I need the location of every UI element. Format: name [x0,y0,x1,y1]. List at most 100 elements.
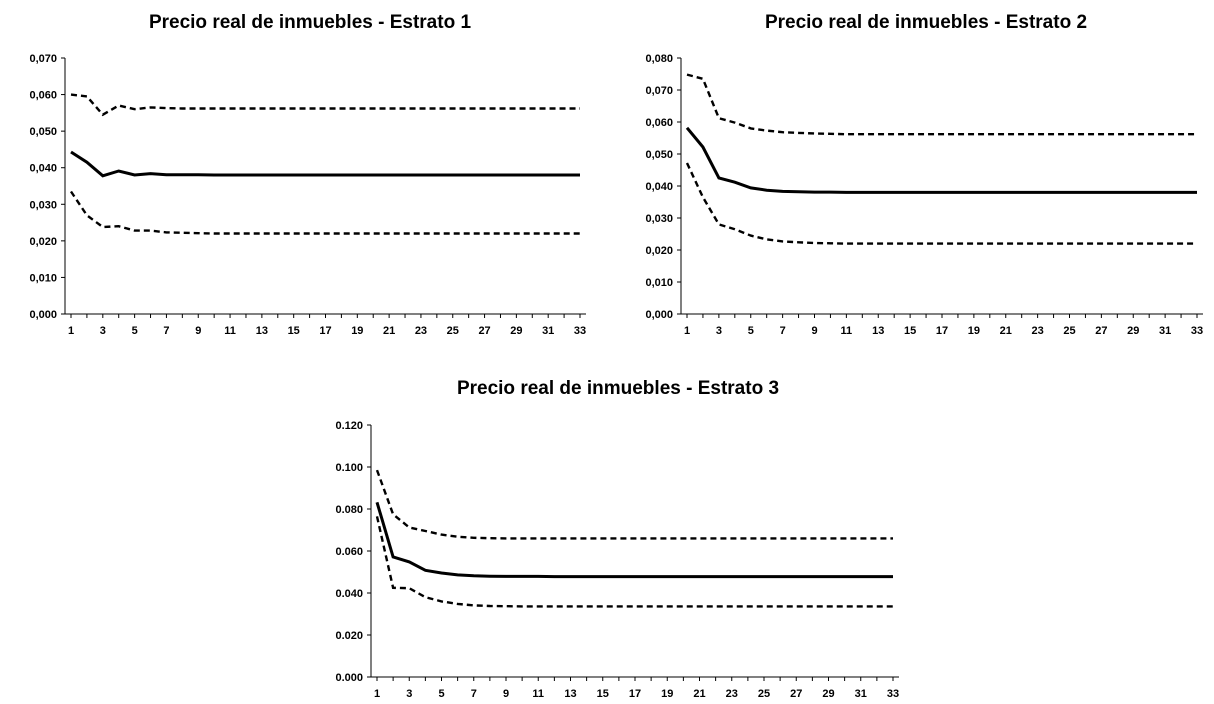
chart-panel-estrato-2: Precio real de inmuebles - Estrato 2 0,0… [645,12,1203,337]
x-tick-label: 11 [841,325,853,337]
y-tick-label: 0.100 [335,462,363,474]
y-tick-labels: 0,000 0,010 0,020 0,030 0,040 0,050 0,060 0,070… [645,53,673,321]
series-line-lower-band [70,190,580,235]
x-tick-label: 21 [693,688,705,700]
y-tick-label: 0,030 [29,199,57,211]
y-tick-label: 0.000 [335,672,363,684]
x-tick-labels: 1 3 5 7 9 11 13 15 17 19 21 23 25 27 29 31 33 [374,688,899,700]
chart-panel-estrato-1: Precio real de inmuebles - Estrato 1 0,0… [29,12,586,337]
axes [677,57,1203,318]
x-tick-label: 17 [936,325,948,337]
x-tick-label: 15 [904,325,916,337]
x-tick-label: 15 [288,325,300,337]
x-tick-label: 27 [478,325,490,337]
series-line-estimate [70,150,580,178]
x-tick-label: 31 [542,325,554,337]
chart-panel-estrato-3: Precio real de inmuebles - Estrato 3 0.0… [335,378,899,700]
x-tick-label: 33 [574,325,586,337]
x-tick-label: 17 [319,325,331,337]
x-tick-label: 5 [748,325,754,337]
x-tick-label: 31 [1159,325,1171,337]
y-tick-labels: 0.000 0.020 0.040 0.060 0.080 0.100 0.120 [335,420,363,684]
y-tick-label: 0,050 [29,126,57,138]
y-tick-label: 0,000 [645,309,673,321]
series-line-lower-band [375,516,893,608]
x-tick-label: 3 [100,325,106,337]
series-group [685,73,1197,245]
series-line-upper-band [686,73,1197,136]
series-line-upper-band [375,469,893,540]
y-tick-label: 0,060 [29,90,57,102]
y-tick-label: 0,040 [645,181,673,193]
x-tick-label: 13 [564,688,576,700]
series-line-estimate [685,126,1197,194]
y-tick-label: 0.120 [335,420,363,432]
x-tick-label: 25 [1063,325,1075,337]
x-tick-labels: 1 3 5 7 9 11 13 15 17 19 21 23 25 27 29 31 33 [684,325,1203,337]
series-line-lower-band [685,162,1197,245]
x-tick-label: 21 [1000,325,1012,337]
y-tick-label: 0,020 [29,236,57,248]
chart-title: Precio real de inmuebles - Estrato 2 [765,12,1087,33]
axes [61,57,586,318]
x-tick-label: 5 [438,688,444,700]
x-tick-label: 7 [163,325,169,337]
x-tick-label: 25 [758,688,770,700]
x-tick-label: 9 [811,325,817,337]
y-tick-label: 0,030 [645,213,673,225]
y-tick-label: 0,070 [645,85,673,97]
y-tick-label: 0,070 [29,53,57,65]
y-tick-label: 0,040 [29,163,57,175]
x-tick-label: 11 [532,688,544,700]
x-tick-label: 25 [447,325,459,337]
x-tick-label: 1 [374,688,380,700]
x-tick-label: 19 [968,325,980,337]
x-tick-label: 21 [383,325,395,337]
x-tick-label: 31 [855,688,867,700]
x-tick-label: 27 [790,688,802,700]
x-tick-label: 5 [132,325,138,337]
x-tick-label: 3 [716,325,722,337]
x-tick-label: 33 [1191,325,1203,337]
y-tick-label: 0,000 [29,309,57,321]
x-tick-label: 1 [684,325,690,337]
y-tick-label: 0,080 [645,53,673,65]
x-tick-label: 29 [510,325,522,337]
x-tick-label: 23 [415,325,427,337]
y-tick-label: 0.060 [335,546,363,558]
x-tick-label: 13 [872,325,884,337]
series-line-upper-band [70,93,580,117]
series-group [70,93,580,235]
axes [367,424,899,681]
x-tick-label: 19 [661,688,673,700]
y-tick-label: 0,050 [645,149,673,161]
y-tick-label: 0.020 [335,630,363,642]
x-tick-label: 9 [503,688,509,700]
series-line-estimate [375,501,893,579]
chart-title: Precio real de inmuebles - Estrato 3 [457,378,779,399]
x-tick-label: 23 [726,688,738,700]
x-tick-label: 1 [68,325,74,337]
x-tick-label: 27 [1095,325,1107,337]
x-tick-label: 19 [351,325,363,337]
y-tick-label: 0,020 [645,245,673,257]
y-tick-label: 0.040 [335,588,363,600]
y-tick-label: 0,060 [645,117,673,129]
series-group [375,469,893,608]
x-tick-label: 33 [887,688,899,700]
x-tick-label: 29 [1127,325,1139,337]
y-tick-label: 0,010 [29,272,57,284]
x-tick-label: 29 [822,688,834,700]
x-tick-labels: 1 3 5 7 9 11 13 15 17 19 21 23 25 27 29 31 33 [68,325,586,337]
x-tick-label: 3 [406,688,412,700]
y-tick-labels: 0,000 0,010 0,020 0,030 0,040 0,050 0,060 0,070 [29,53,57,321]
x-tick-label: 17 [629,688,641,700]
x-tick-label: 23 [1032,325,1044,337]
y-tick-label: 0.080 [335,504,363,516]
x-tick-label: 7 [780,325,786,337]
x-tick-label: 7 [471,688,477,700]
chart-title: Precio real de inmuebles - Estrato 1 [149,12,471,33]
x-tick-label: 15 [597,688,609,700]
x-tick-label: 9 [195,325,201,337]
